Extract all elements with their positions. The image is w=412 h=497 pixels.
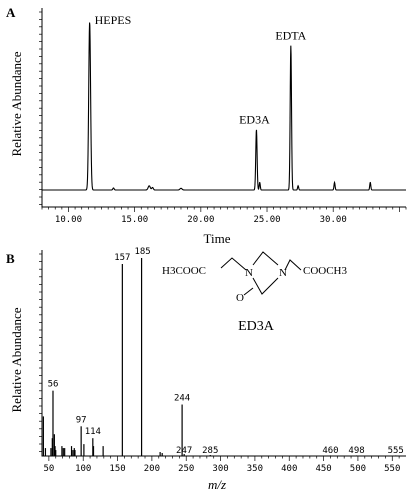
structure-ring-atom-n2: N [279,267,287,279]
panel-b-axes [41,250,406,457]
panel-b-peak-label-247: 247 [176,446,192,456]
panel-a-x-tick-label: 15.00 [121,215,148,225]
panel-a-x-tick-label: 10.00 [55,215,82,225]
panel-b-x-tick-label: 400 [281,464,297,474]
panel-b: B Relative Abundance 50 100 150 200 250 300 35… [6,247,406,492]
panel-b-peak-label-185: 185 [134,247,150,257]
panel-a-x-tick-label: 25.00 [253,215,280,225]
panel-a-x-tick-label: 30.00 [320,215,347,225]
panel-b-peak-label-157: 157 [114,253,130,263]
panel-a-annotation-edta: EDTA [275,29,306,43]
panel-a-chromatogram-trace [42,22,406,191]
panel-a-annotation-ed3a: ED3A [239,113,270,127]
structure-ring-atom-n1: N [245,267,253,279]
panel-b-x-tick-label: 450 [315,464,331,474]
panel-a-ylabel: Relative Abundance [9,51,24,156]
panel-b-peak-label-56: 56 [48,380,59,390]
panel-a-peak-annotations: HEPES ED3A EDTA [95,13,307,127]
panel-a: A Relative Abundance 10.00 15.00 20.00 25.0… [6,5,407,246]
panel-a-label: A [6,5,16,20]
panel-a-axes [41,8,406,208]
panel-b-x-tick-label: 550 [384,464,400,474]
panel-b-peak-label-460: 460 [322,446,338,456]
panel-a-y-ticks [39,11,42,205]
panel-a-x-ticks: 10.00 15.00 20.00 25.00 30.00 [41,207,407,225]
panel-b-y-ticks [39,253,42,452]
panel-a-x-tick-label: 20.00 [187,215,214,225]
panel-b-x-tick-label: 200 [144,464,160,474]
structure-name: ED3A [238,319,275,334]
panel-b-x-ticks: 50 100 150 200 250 300 350 400 450 500 550 [43,456,400,474]
structure-carbonyl-atom-o: O [236,292,244,304]
panel-b-spectrum-bars [42,258,397,456]
panel-b-x-tick-label: 300 [212,464,228,474]
ed3a-structure: H3COOC COOCH3 N N O ED3A [162,251,348,334]
structure-left-arm-bond [220,257,247,271]
panel-b-x-tick-label: 250 [178,464,194,474]
panel-b-x-tick-label: 100 [75,464,91,474]
panel-b-ylabel: Relative Abundance [9,307,24,412]
structure-ring-bonds [252,251,279,295]
panel-a-xlabel: Time [204,231,231,246]
panel-b-peak-label-498: 498 [348,446,364,456]
panel-b-x-tick-label: 150 [109,464,125,474]
panel-b-peak-label-555: 555 [388,446,404,456]
panel-b-x-tick-label: 500 [350,464,366,474]
panel-a-annotation-hepes: HEPES [95,13,132,27]
structure-carbonyl-bond [243,287,254,296]
structure-right-group: COOCH3 [303,265,348,277]
panel-b-x-tick-label: 50 [43,464,54,474]
panel-b-peak-label-97: 97 [76,415,87,425]
panel-b-peak-label-114: 114 [85,427,101,437]
panel-b-label: B [6,251,15,266]
panel-b-peak-label-285: 285 [202,446,218,456]
panel-b-peak-labels: 56 97 114 157 185 244 247 285 460 498 555 [48,247,404,456]
panel-b-peak-label-244: 244 [174,394,190,404]
structure-left-group: H3COOC [162,265,206,277]
panel-b-x-tick-label: 350 [247,464,263,474]
structure-right-arm-bond [284,259,302,271]
panel-b-xlabel: m/z [208,477,226,492]
